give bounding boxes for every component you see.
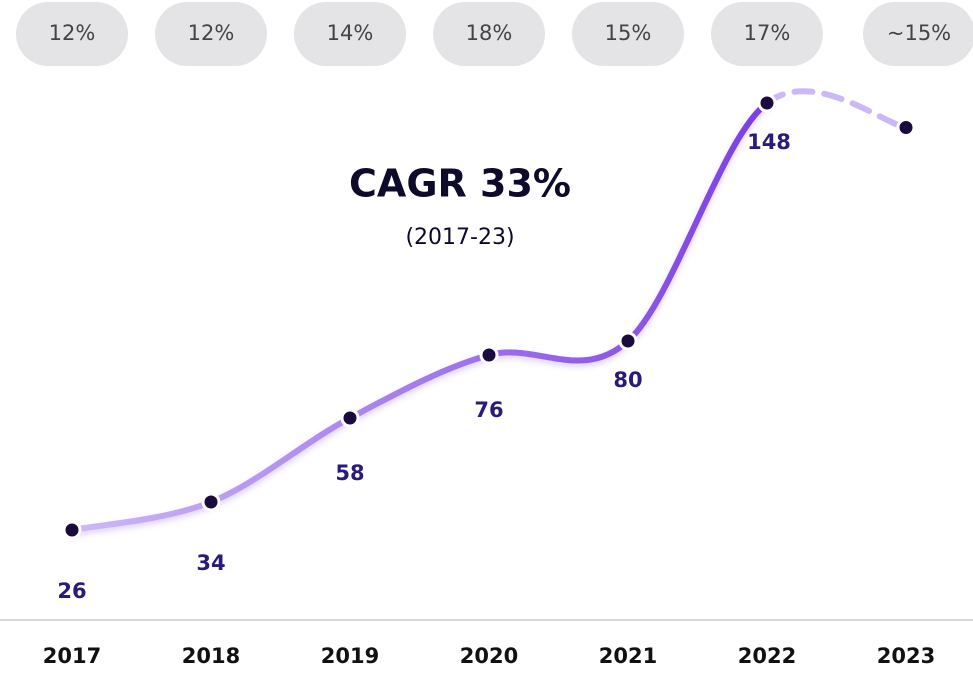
value-label: 76 (474, 398, 503, 422)
growth-label: 12% (188, 21, 235, 45)
growth-label: 17% (744, 21, 791, 45)
growth-pill (294, 2, 406, 66)
point (896, 118, 916, 137)
growth-pill (433, 2, 545, 66)
growth-label: 12% (49, 21, 96, 45)
point (62, 520, 82, 540)
growth-pill (155, 2, 267, 66)
value-label: 58 (335, 461, 364, 485)
growth-label: 14% (327, 21, 374, 45)
chart-subtitle: (2017-23) (405, 225, 514, 250)
growth-pill (572, 2, 684, 66)
value-label: 80 (613, 368, 642, 392)
value-label: 34 (196, 551, 225, 575)
point (340, 408, 360, 428)
growth-pill (711, 2, 823, 66)
point (757, 93, 777, 113)
x-tick-label: 2020 (460, 644, 518, 668)
value-label: 26 (57, 579, 86, 603)
growth-pill (16, 2, 128, 66)
point (479, 345, 499, 365)
x-tick-label: 2019 (321, 644, 379, 668)
x-tick-label: 2017 (43, 644, 101, 668)
x-tick-label: 2023 (877, 644, 935, 668)
growth-label: 18% (466, 21, 513, 45)
x-tick-label: 2018 (182, 644, 240, 668)
growth-label: 15% (605, 21, 652, 45)
growth-pill (863, 2, 973, 66)
growth-label: ~15% (887, 21, 951, 45)
x-tick-label: 2021 (599, 644, 657, 668)
chart-title: CAGR 33% (349, 162, 571, 206)
x-tick-label: 2022 (738, 644, 796, 668)
line-dashed (764, 88, 909, 131)
point (618, 331, 638, 351)
point (201, 492, 221, 512)
value-label: 148 (747, 130, 791, 154)
